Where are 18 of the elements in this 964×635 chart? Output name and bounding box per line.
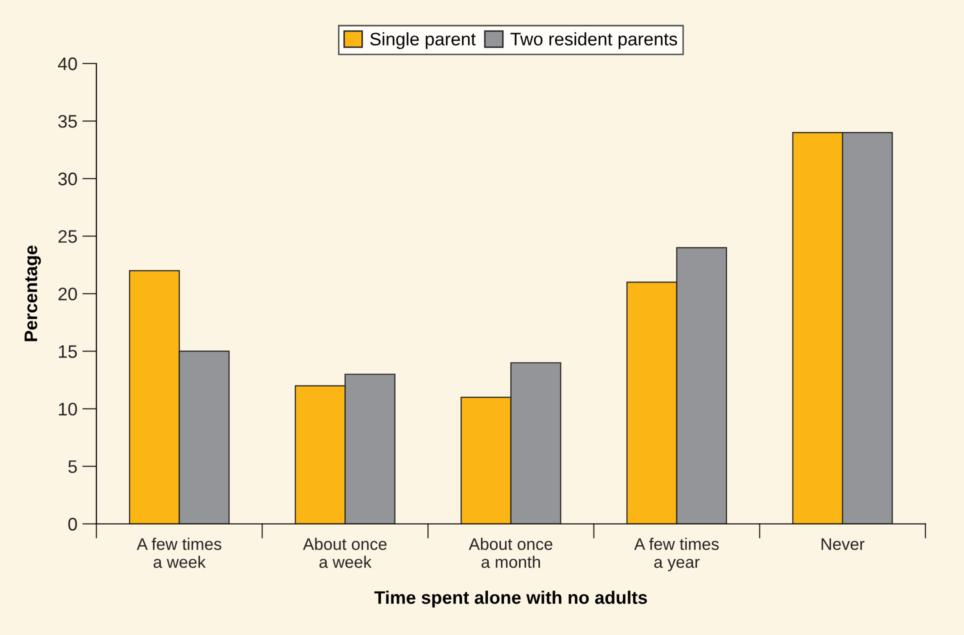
y-tick-label: 30 [58,172,77,186]
y-tick-label: 40 [58,57,77,70]
y-tick-label: 20 [58,288,77,300]
y-tick-label: 15 [58,345,77,358]
x-tick-label: About once a month [468,538,552,568]
legend-label: Single parent [370,32,476,50]
y-axis-title: Percentage [24,246,41,342]
y-tick-label: 5 [68,460,77,474]
x-tick-label: A few times a week [136,538,222,568]
y-tick-label: 25 [58,230,77,243]
y-tick-label: 35 [58,114,77,128]
x-axis-title: Time spent alone with no adults [374,590,647,608]
y-tick-label: 10 [58,402,77,416]
x-tick-label: A few times a year [634,538,719,572]
x-tick-label: About once a week [302,538,387,568]
y-tick-label: 0 [68,518,77,531]
legend-label: Two resident parents [510,32,678,50]
x-tick-label: Never [822,538,864,550]
